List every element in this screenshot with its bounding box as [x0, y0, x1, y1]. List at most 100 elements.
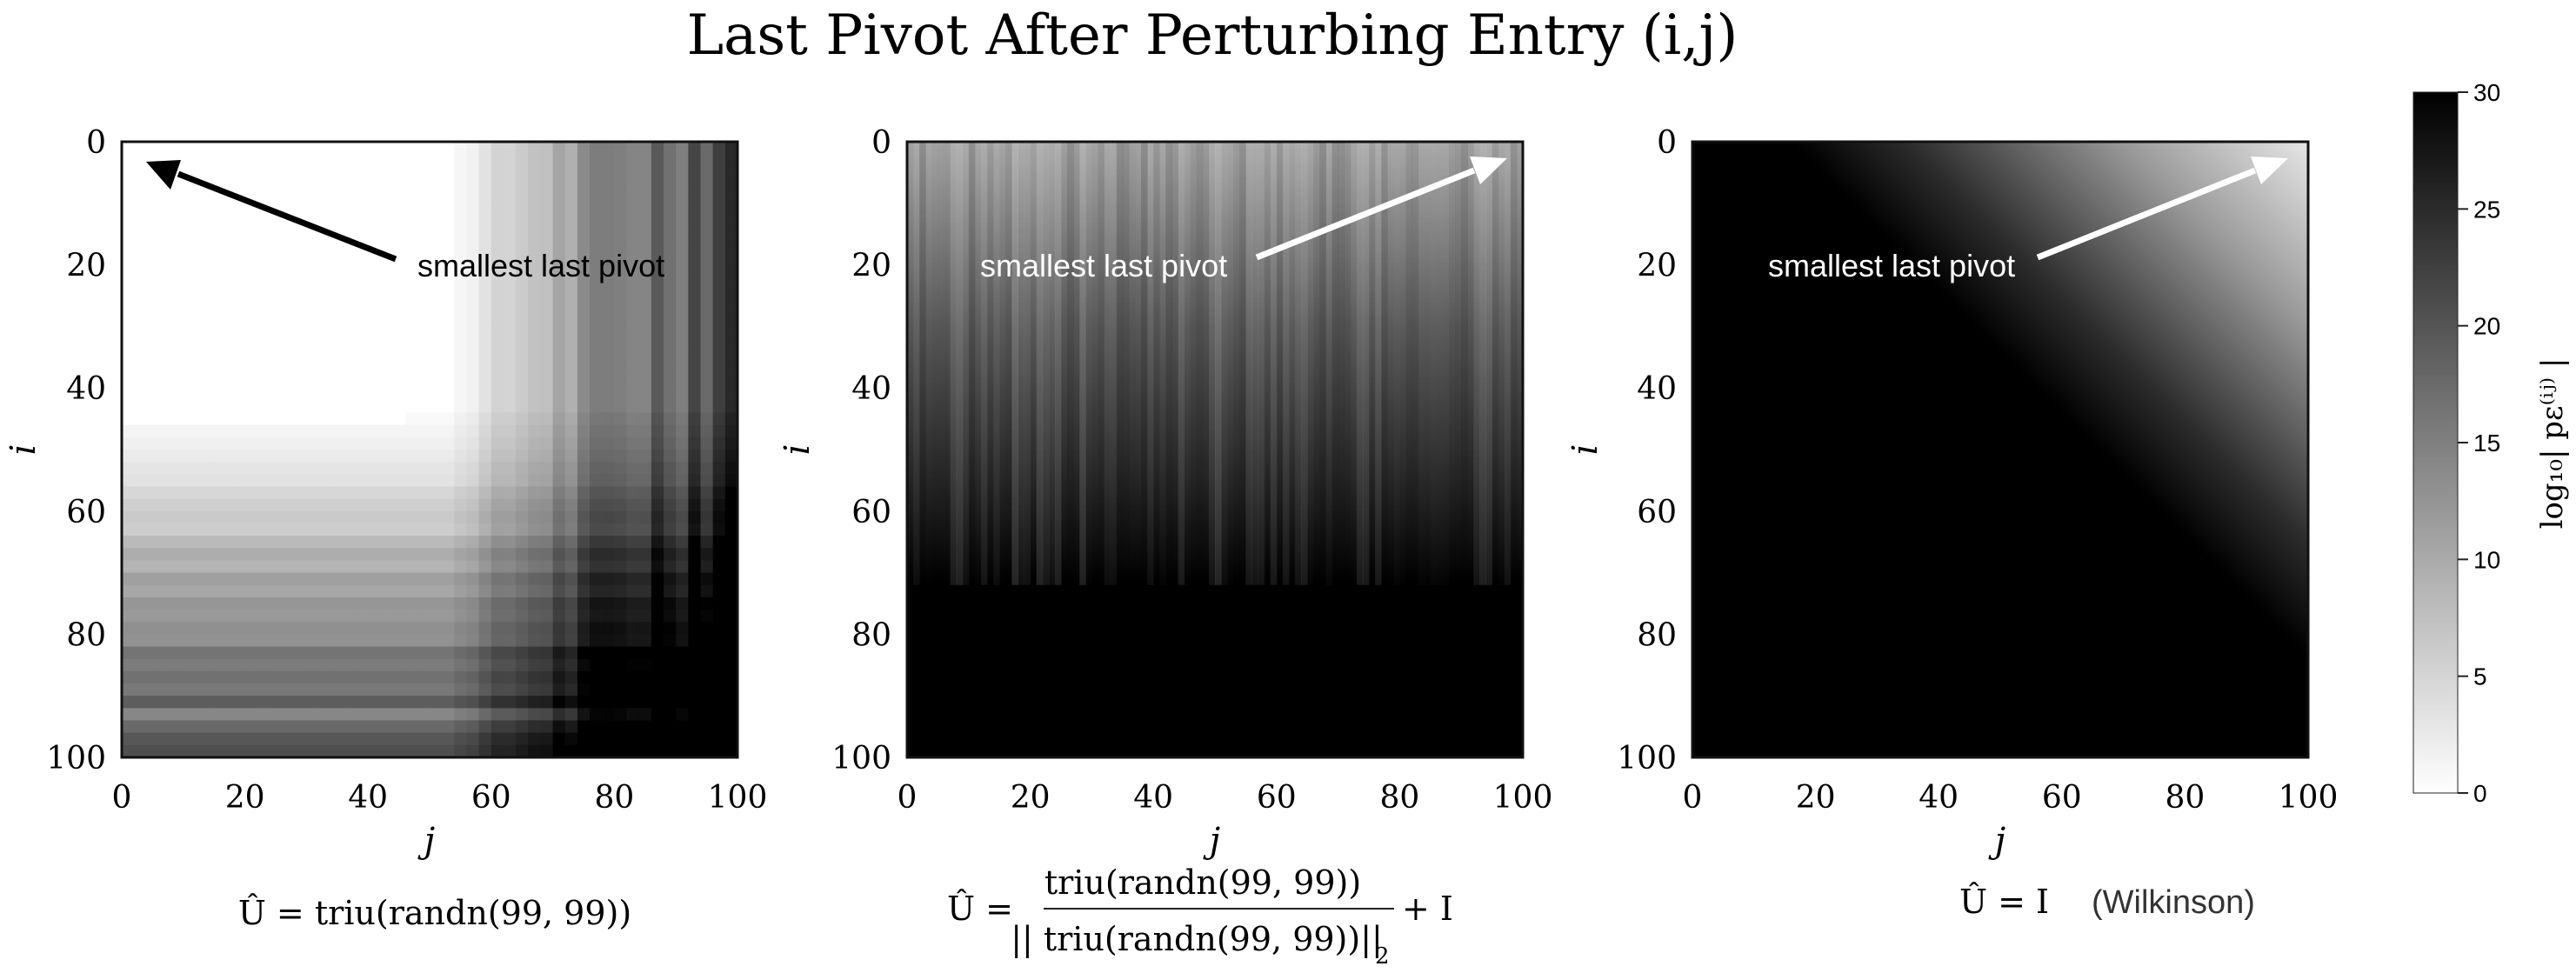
heatmap-1-cell [146, 720, 160, 734]
heatmap-1-cell [676, 178, 689, 192]
heatmap-1-cell [466, 646, 480, 660]
heatmap-1-cell [146, 610, 160, 623]
heatmap-1-cell [257, 646, 270, 660]
heatmap-1-cell [269, 548, 283, 562]
caption-2-lhs: Û = [947, 890, 1013, 928]
heatmap-1-cell [552, 388, 566, 401]
heatmap-1-cell [626, 240, 640, 254]
colorbar-tick-label: 20 [2473, 313, 2500, 340]
heatmap-1-cell [466, 388, 480, 401]
heatmap-1-cell [638, 277, 652, 290]
heatmap-1-cell [577, 178, 591, 192]
heatmap-1-cell [712, 437, 726, 450]
heatmap-1-cell [552, 610, 566, 623]
heatmap-1-cell [356, 486, 369, 500]
heatmap-1-cell [664, 252, 677, 266]
heatmap-1-cell [392, 560, 406, 574]
heatmap-1-cell [602, 720, 615, 734]
heatmap-1-cell [491, 412, 504, 426]
heatmap-1-cell [491, 215, 504, 229]
heatmap-1-cell [564, 289, 578, 303]
heatmap-1-cell [503, 424, 517, 438]
heatmap-1-cell [318, 548, 332, 562]
heatmap-1-cell [158, 450, 172, 463]
heatmap-1-cell [343, 548, 357, 562]
colorbar-gradient [2412, 91, 2459, 794]
heatmap-1-cell [134, 560, 147, 574]
heatmap-1-cell [318, 536, 332, 549]
heatmap-1-cell [306, 646, 320, 660]
heatmap-1-cell [466, 190, 480, 204]
heatmap-1-cell [232, 708, 246, 722]
heatmap-1-cell [614, 240, 628, 254]
heatmap-1-cell [626, 474, 640, 488]
heatmap-1-cell [195, 486, 209, 500]
heatmap-1-cell [503, 523, 517, 536]
heatmap-1-cell [688, 289, 702, 303]
heatmap-1-cell [478, 658, 492, 672]
heatmap-1-cell [528, 646, 542, 660]
heatmap-1-cell [318, 696, 332, 709]
heatmap-1-cell [404, 462, 418, 475]
heatmap-1-cell [638, 154, 652, 167]
heatmap-1-cell [430, 683, 443, 696]
heatmap-1-cell [404, 646, 418, 660]
heatmap-2-stripe [1190, 142, 1198, 585]
heatmap-1-cell [528, 536, 542, 549]
heatmap-1-cell [232, 510, 246, 524]
heatmap-1-cell [651, 658, 664, 672]
heatmap-1-cell [170, 658, 184, 672]
heatmap-1-cell [269, 486, 283, 500]
heatmap-1-cell [232, 584, 246, 598]
heatmap-1-cell [146, 683, 160, 696]
heatmap-1-cell [306, 424, 320, 438]
y-tick-label: 20 [851, 249, 891, 284]
heatmap-1-cell [602, 388, 615, 401]
heatmap-1-cell [577, 388, 591, 401]
heatmap-1-cell [688, 670, 702, 684]
heatmap-1-cell [614, 154, 628, 167]
heatmap-1-cell [134, 744, 147, 757]
heatmap-1-cell [577, 314, 591, 327]
heatmap-1-cell [220, 486, 234, 500]
heatmap-1-cell [343, 696, 357, 709]
heatmap-1-cell [392, 450, 406, 463]
heatmap-1-cell [442, 437, 455, 450]
heatmap-1-cell [564, 744, 578, 757]
heatmap-1-cell [638, 314, 652, 327]
heatmap-1-cell [491, 523, 504, 536]
heatmap-1-cell [368, 572, 381, 586]
heatmap-1-cell [651, 400, 664, 414]
heatmap-1-cell [638, 178, 652, 192]
heatmap-1-cell [442, 634, 455, 648]
heatmap-1-cell [244, 634, 258, 648]
heatmap-1-cell [688, 277, 702, 290]
heatmap-1-cell [626, 696, 640, 709]
heatmap-1-cell [306, 510, 320, 524]
heatmap-1-cell [626, 400, 640, 414]
heatmap-1-cell [651, 203, 664, 217]
heatmap-1-cell [602, 154, 615, 167]
heatmap-1-cell [602, 289, 615, 303]
heatmap-1-cell [614, 400, 628, 414]
heatmap-1-cell [590, 720, 603, 734]
heatmap-1-cell [676, 277, 689, 290]
heatmap-1-cell [503, 154, 517, 167]
heatmap-1-cell [602, 708, 615, 722]
heatmap-1-cell [552, 215, 566, 229]
heatmap-1-cell [417, 696, 430, 709]
heatmap-1-cell [503, 277, 517, 290]
heatmap-1-cell [590, 696, 603, 709]
heatmap-1-cell [454, 350, 468, 364]
heatmap-1-cell [368, 646, 381, 660]
heatmap-2-stripe [1104, 142, 1111, 585]
heatmap-1-cell [724, 486, 737, 500]
heatmap-1-cell [404, 486, 418, 500]
heatmap-1-cell [146, 572, 160, 586]
heatmap-1-cell [712, 536, 726, 549]
heatmap-1-cell [700, 264, 714, 278]
heatmap-1-cell [688, 264, 702, 278]
heatmap-1-cell [651, 154, 664, 167]
heatmap-1-cell [700, 376, 714, 389]
heatmap-1-cell [466, 683, 480, 696]
